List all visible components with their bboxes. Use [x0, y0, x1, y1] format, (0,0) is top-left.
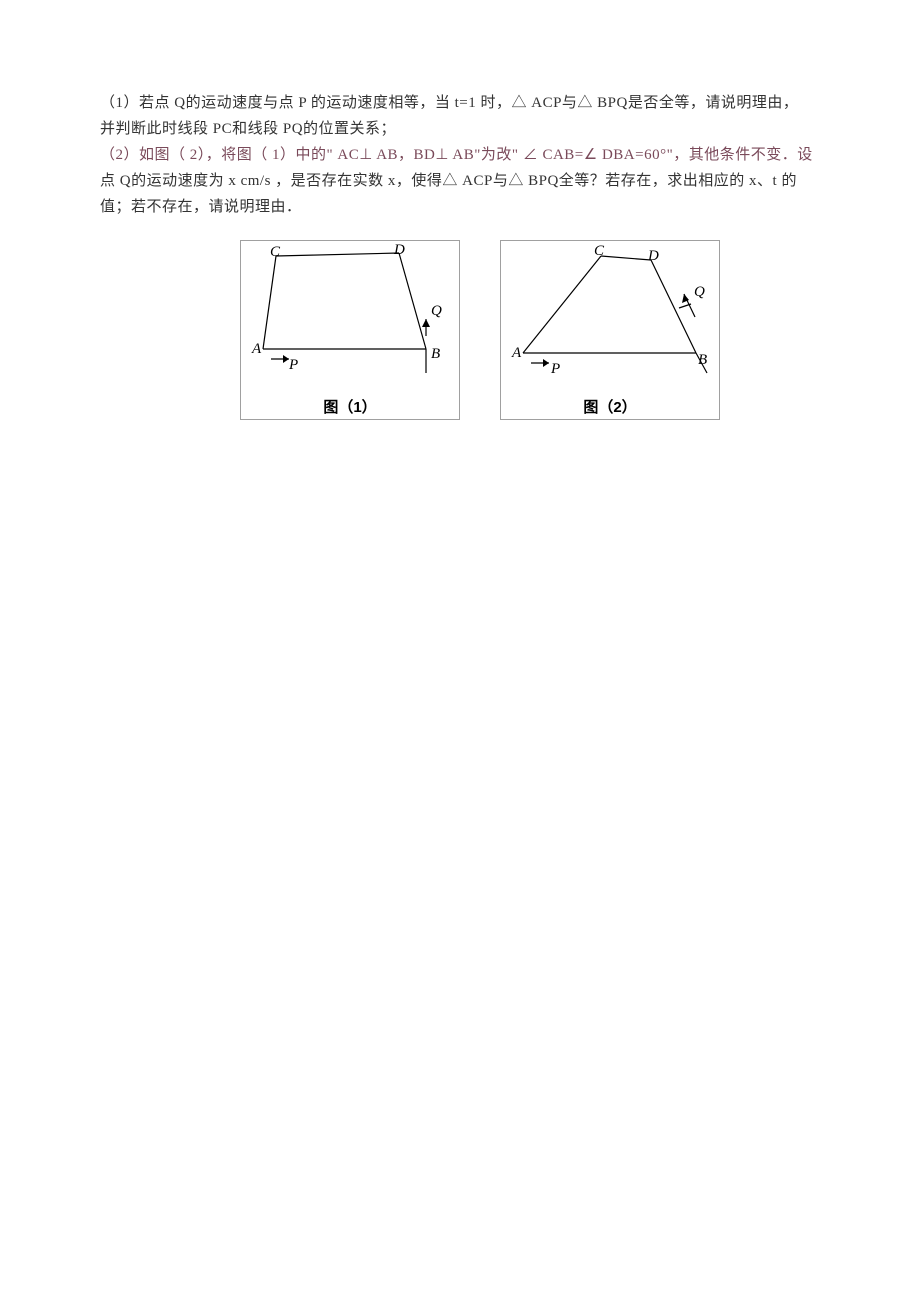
svg-text:A: A: [251, 341, 262, 357]
svg-text:Q: Q: [431, 303, 442, 319]
svg-text:P: P: [288, 357, 298, 373]
svg-text:B: B: [698, 352, 707, 368]
diagram-1-svg: A B C D P Q: [241, 241, 461, 396]
diagram-2-caption: 图（2）: [501, 396, 719, 417]
svg-text:C: C: [270, 244, 281, 260]
part2-line1: （2）如图（ 2），将图（ 1）中的" AC⊥ AB，BD⊥ AB"为改" ∠ …: [100, 142, 820, 168]
diagram-2-svg: A B C D P Q: [501, 241, 721, 396]
svg-text:B: B: [431, 346, 440, 362]
svg-text:D: D: [647, 248, 659, 264]
part2-line3: 值；若不存在，请说明理由．: [100, 194, 820, 220]
part2-line2: 点 Q的运动速度为 x cm/s ，是否存在实数 x，使得△ ACP与△ BPQ…: [100, 168, 820, 194]
svg-text:D: D: [393, 242, 405, 258]
diagram-1-caption: 图（1）: [241, 396, 459, 417]
diagram-2: A B C D P Q 图（2）: [500, 240, 720, 420]
diagram-container: A B C D P Q 图（1）: [140, 240, 820, 420]
problem-text: （1）若点 Q的运动速度与点 P 的运动速度相等，当 t=1 时，△ ACP与△…: [100, 90, 820, 220]
part1-line1: （1）若点 Q的运动速度与点 P 的运动速度相等，当 t=1 时，△ ACP与△…: [100, 90, 820, 116]
part1-line2: 并判断此时线段 PC和线段 PQ的位置关系；: [100, 116, 820, 142]
diagram-2-wrapper: A B C D P Q 图（2）: [500, 240, 720, 420]
svg-text:P: P: [550, 361, 560, 377]
svg-text:A: A: [511, 345, 522, 361]
diagram-1: A B C D P Q 图（1）: [240, 240, 460, 420]
diagram-1-wrapper: A B C D P Q 图（1）: [240, 240, 460, 420]
svg-text:C: C: [594, 243, 605, 259]
svg-text:Q: Q: [694, 284, 705, 300]
